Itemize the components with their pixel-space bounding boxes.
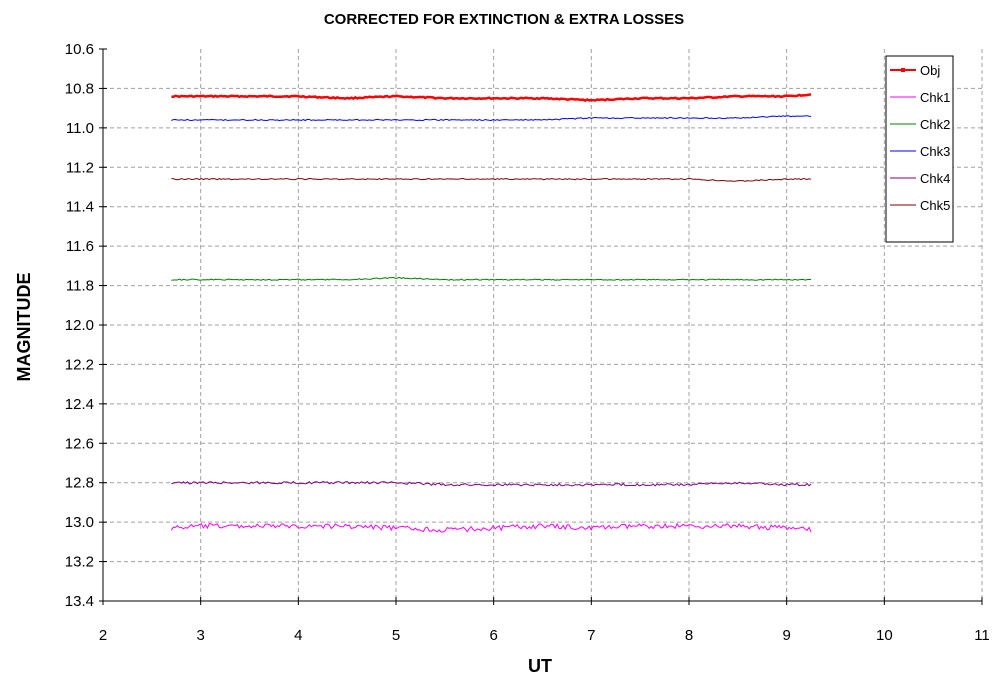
- chart-title: CORRECTED FOR EXTINCTION & EXTRA LOSSES: [324, 11, 684, 28]
- legend-entry-chk3: Chk3: [890, 144, 950, 159]
- y-tick-label-5: 11.6: [66, 238, 94, 255]
- series-line-chk1: [170, 522, 812, 533]
- legend-label: Chk2: [920, 117, 950, 132]
- y-tick-label-7: 12.0: [65, 317, 94, 334]
- x-tick-label-3: 5: [392, 627, 400, 644]
- x-tick-label-6: 8: [685, 627, 693, 644]
- y-tick-label-13: 13.2: [65, 554, 94, 571]
- x-tick-label-8: 10: [876, 627, 893, 644]
- x-tick-label-9: 11: [974, 627, 990, 644]
- x-tick-label-5: 7: [587, 627, 595, 644]
- y-tick-labels: 10.6 10.8 11.0 11.2 11.4 11.6 11.8 12.0 12.2 12.4…: [65, 41, 94, 610]
- y-tick-label-8: 12.2: [65, 356, 94, 373]
- x-axis-title: UT: [528, 656, 552, 676]
- series-line-obj: [171, 93, 812, 102]
- y-tick-label-10: 12.6: [65, 435, 94, 452]
- x-tick-label-4: 6: [489, 627, 497, 644]
- legend-marker: [901, 68, 905, 72]
- y-tick-label-6: 11.8: [66, 278, 94, 295]
- legend-label: Chk4: [920, 171, 950, 186]
- y-tick-label-9: 12.4: [65, 396, 94, 413]
- y-tick-label-3: 11.2: [66, 159, 94, 176]
- series-line-chk3: [171, 115, 812, 122]
- legend: Obj Chk1 Chk2 Chk3 Chk4 Chk5: [885, 55, 954, 243]
- legend-entry-chk5: Chk5: [890, 198, 950, 213]
- series-line-chk5: [171, 177, 812, 182]
- legend-label: Chk5: [920, 198, 950, 213]
- series-line-chk4: [171, 480, 812, 487]
- legend-entry-chk4: Chk4: [890, 171, 950, 186]
- axes: [99, 48, 983, 605]
- series-lines: [170, 93, 812, 533]
- y-tick-label-12: 13.0: [65, 514, 94, 531]
- series-line-chk2: [171, 276, 812, 281]
- grid-lines: [103, 49, 983, 601]
- legend-label: Obj: [920, 63, 940, 78]
- legend-entry-chk2: Chk2: [890, 117, 950, 132]
- legend-label: Chk3: [920, 144, 950, 159]
- legend-entry-obj: Obj: [890, 63, 940, 78]
- y-tick-label-0: 10.6: [65, 41, 94, 58]
- x-tick-label-2: 4: [294, 627, 302, 644]
- x-tick-label-7: 9: [782, 627, 790, 644]
- legend-label: Chk1: [920, 90, 950, 105]
- y-tick-label-2: 11.0: [66, 120, 94, 137]
- y-tick-label-1: 10.8: [65, 80, 94, 97]
- legend-box: [885, 55, 954, 243]
- x-tick-label-0: 2: [99, 627, 107, 644]
- y-tick-label-11: 12.8: [65, 475, 94, 492]
- legend-entry-chk1: Chk1: [890, 90, 950, 105]
- y-tick-label-14: 13.4: [65, 593, 94, 610]
- y-tick-label-4: 11.4: [66, 199, 94, 216]
- y-axis-title: MAGNITUDE: [14, 273, 34, 382]
- x-tick-labels: 2 3 4 5 6 7 8 9 10 11: [99, 627, 990, 644]
- x-tick-label-1: 3: [196, 627, 204, 644]
